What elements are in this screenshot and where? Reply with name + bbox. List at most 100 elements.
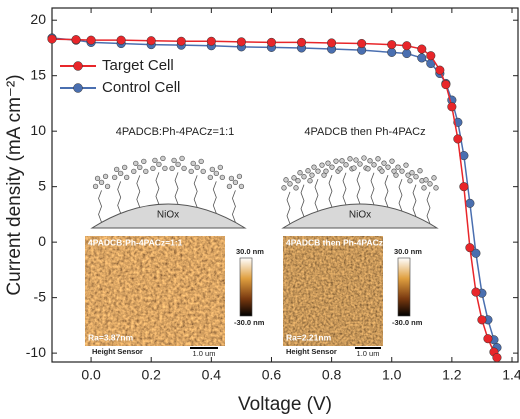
marker — [477, 315, 487, 325]
sensor-label: Height Sensor — [92, 347, 143, 356]
molecule-chain — [193, 175, 198, 208]
marker — [402, 48, 412, 59]
marker — [417, 44, 427, 54]
x-tick-label: 1.2 — [442, 367, 462, 383]
molecule-chain — [155, 172, 160, 205]
roughness-label: Ra=3.87nm — [88, 332, 134, 342]
molecule-atom — [207, 174, 213, 181]
molecule-atom — [389, 158, 395, 164]
molecule-chain — [212, 181, 217, 214]
molecule-atom — [152, 157, 158, 164]
marker — [236, 37, 246, 47]
roughness-label: Ra=2.21nm — [286, 332, 332, 342]
colorbar-max: 30.0 nm — [236, 247, 264, 256]
x-tick-label: 0.0 — [81, 367, 101, 383]
marker — [453, 134, 463, 144]
molecule-atom — [301, 174, 307, 180]
marker — [47, 34, 57, 44]
molecule-atom — [311, 164, 317, 170]
molecule-atom — [114, 166, 120, 173]
marker — [387, 40, 397, 50]
molecule-atom — [293, 185, 299, 191]
molecule-atom — [407, 178, 413, 184]
molecule-atom — [217, 164, 223, 171]
marker — [441, 80, 451, 90]
x-axis-title: Voltage (V) — [238, 394, 332, 415]
marker — [146, 36, 156, 46]
molecule-atom — [200, 168, 206, 175]
substrate-label: NiOx — [349, 210, 371, 221]
legend-marker — [73, 83, 83, 93]
marker — [435, 65, 445, 75]
y-tick-label: 20 — [30, 11, 46, 27]
marker — [86, 35, 96, 45]
molecule-atom — [171, 157, 177, 164]
substrate-dome — [281, 203, 439, 229]
molecule-atom — [307, 178, 313, 184]
marker — [116, 35, 126, 45]
inset-title: 4PADCB:Ph-4PACz=1:1 — [116, 126, 235, 138]
molecule-atom — [137, 164, 143, 171]
molecule-atom — [92, 183, 99, 190]
marker — [459, 182, 469, 192]
legend-label: Target Cell — [102, 57, 174, 74]
marker — [471, 248, 481, 258]
molecule-chain — [174, 172, 179, 205]
molecule-atom — [297, 170, 303, 176]
molecule-chain — [117, 181, 122, 214]
marker — [465, 243, 475, 253]
molecule-atom — [160, 155, 166, 162]
molecule-atom — [287, 181, 293, 187]
molecule-atom — [283, 177, 289, 183]
molecule-atom — [309, 172, 315, 178]
molecule-chain — [384, 175, 389, 208]
molecule-atom — [156, 161, 162, 168]
molecule-atom — [431, 175, 437, 181]
molecule-atom — [194, 164, 200, 171]
molecule-atom — [371, 162, 377, 168]
molecule-atom — [102, 173, 109, 180]
molecule-atom — [339, 158, 345, 164]
molecule-atom — [175, 161, 181, 168]
molecule-atom — [291, 175, 297, 181]
molecule-atom — [409, 170, 415, 176]
marker — [483, 334, 493, 344]
molecule-atom — [423, 177, 429, 183]
plot-frame — [51, 7, 519, 363]
molecule-atom — [226, 183, 233, 190]
scale-label: 1.0 um — [357, 349, 380, 358]
molecule-chain — [98, 190, 102, 223]
molecule-atom — [124, 174, 130, 181]
molecule-atom — [232, 179, 239, 186]
molecule-atom — [190, 160, 196, 167]
marker — [426, 51, 436, 61]
colorbar-min: -30.0 nm — [234, 318, 265, 327]
molecule-atom — [209, 166, 215, 173]
molecule-chain — [286, 191, 291, 224]
molecule-atom — [198, 158, 204, 165]
x-tick-label: 0.6 — [262, 367, 282, 383]
molecule-atom — [357, 161, 363, 167]
sensor-label: Height Sensor — [286, 347, 337, 356]
molecule-atom — [181, 165, 187, 172]
marker — [447, 102, 457, 112]
molecule-atom — [315, 168, 321, 174]
molecule-atom — [323, 168, 329, 174]
scale-label: 1.0 um — [193, 349, 216, 358]
molecule-atom — [351, 165, 357, 171]
molecule-atom — [333, 158, 339, 164]
molecule-atom — [228, 175, 235, 182]
y-tick-label: 10 — [30, 122, 46, 138]
insets: 4PADCB:Ph-4PACz=1:1 4PADCB then Ph-4PACz… — [85, 126, 439, 358]
legend-label: Control Cell — [102, 79, 180, 96]
marker — [402, 41, 412, 51]
x-tick-label: 1.0 — [382, 367, 402, 383]
molecule-atom — [367, 158, 373, 164]
molecule-atom — [162, 165, 168, 172]
molecule-atom — [427, 181, 433, 187]
marker — [71, 35, 81, 45]
molecule-chain — [412, 184, 417, 217]
molecule-atom — [343, 162, 349, 168]
molecule-atom — [319, 162, 325, 168]
molecule-atom — [347, 156, 353, 162]
